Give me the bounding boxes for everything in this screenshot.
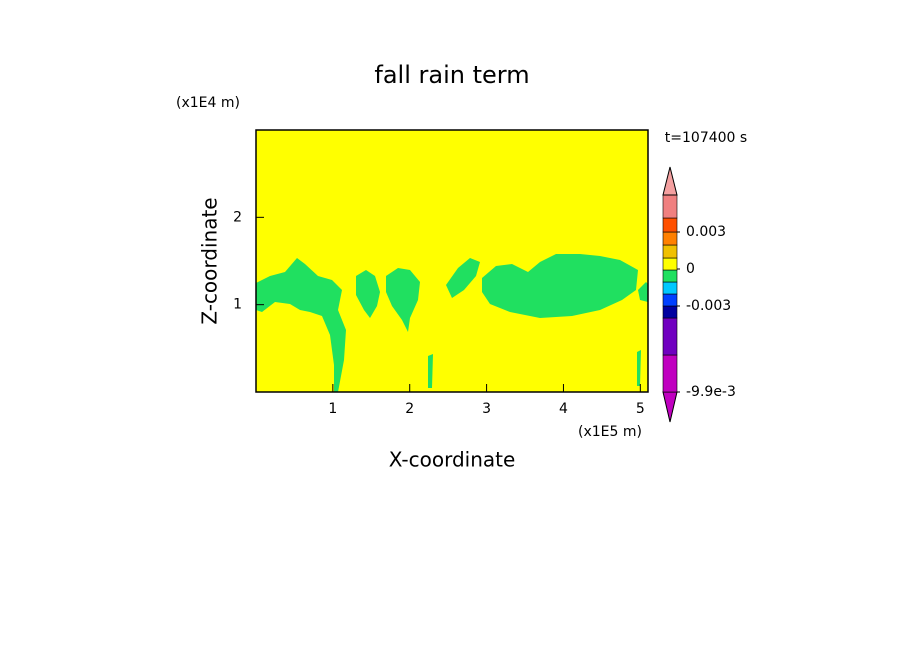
colorbar-tick-label: -9.9e-3 <box>686 384 736 400</box>
y-axis-label: Z-coordinate <box>198 197 222 324</box>
colorbar-segment <box>662 244 678 259</box>
colorbar-segment <box>662 293 678 307</box>
colorbar-segment <box>662 269 678 283</box>
colorbar-segment <box>662 257 678 271</box>
colorbar-arrow <box>662 391 678 423</box>
contour-region <box>446 258 480 298</box>
y-tick-label: 2 <box>233 209 242 225</box>
contour-region <box>428 354 433 388</box>
colorbar-segment <box>662 305 678 319</box>
contour-region <box>256 258 346 392</box>
x-tick-label: 5 <box>636 401 645 417</box>
colorbar-tick-label: 0.003 <box>686 224 726 240</box>
x-unit: (x1E5 m) <box>578 424 642 440</box>
x-tick-label: 1 <box>328 401 337 417</box>
colorbar-segment <box>662 231 678 246</box>
colorbar-tick-label: 0 <box>686 261 695 277</box>
colorbar-segment <box>662 281 678 295</box>
y-tick-label: 1 <box>233 297 242 313</box>
colorbar-segment <box>662 194 678 219</box>
colorbar-arrow <box>662 166 678 196</box>
colorbar: 0.003 0 -0.003 -9.9e-3 <box>662 166 736 423</box>
x-axis-label: X-coordinate <box>389 448 516 472</box>
contour-region <box>386 268 420 332</box>
colorbar-segment <box>662 217 678 233</box>
colorbar-segment <box>662 317 678 356</box>
contour-region <box>482 254 638 318</box>
plot-frame <box>255 129 649 393</box>
contour-region <box>356 270 380 318</box>
colorbar-segment <box>662 354 678 393</box>
x-tick-label: 4 <box>559 401 568 417</box>
x-tick-label: 3 <box>482 401 491 417</box>
y-unit: (x1E4 m) <box>176 95 240 111</box>
contour-regions <box>256 254 648 392</box>
colorbar-tick-label: -0.003 <box>686 298 731 314</box>
x-tick-label: 2 <box>405 401 414 417</box>
time-label: t=107400 s <box>665 130 747 146</box>
chart-title: fall rain term <box>374 61 529 89</box>
contour-region <box>637 350 641 386</box>
contour-region <box>638 282 648 302</box>
